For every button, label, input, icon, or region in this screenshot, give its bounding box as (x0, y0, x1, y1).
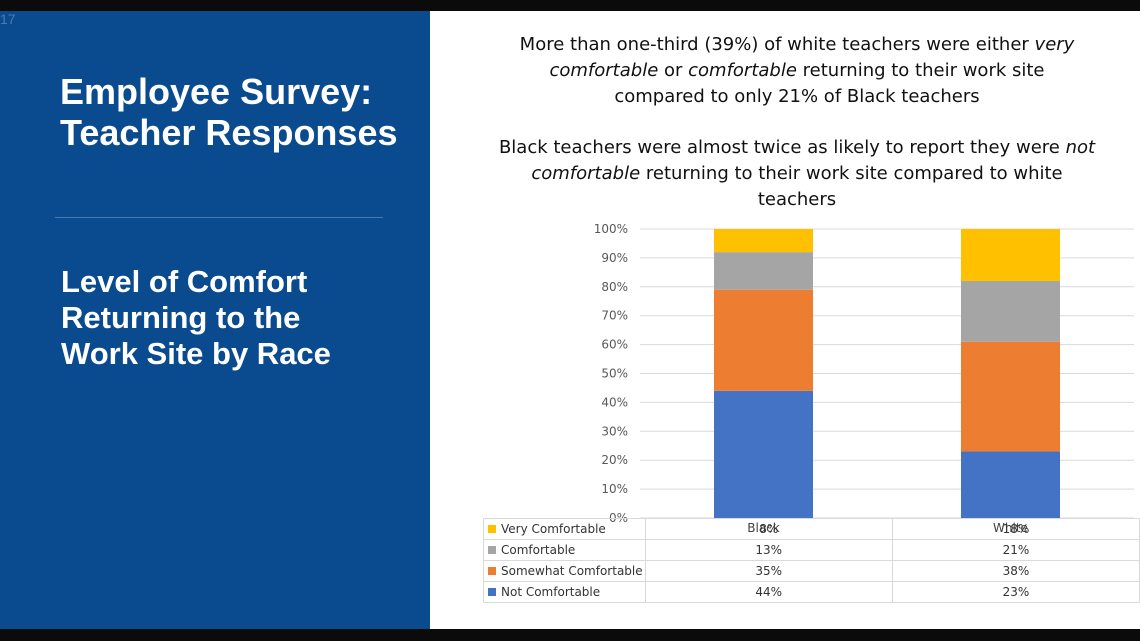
data-label-cell: 8% (644, 518, 893, 540)
data-label-cell: 38% (891, 560, 1140, 582)
finding-2-text-a: Black teachers were almost twice as like… (498, 137, 1066, 158)
slide-number: 17 (0, 11, 16, 27)
table-row: Not Comfortable 44% 23% (483, 581, 1140, 603)
series-name: Very Comfortable (501, 522, 606, 536)
bar-segment (961, 229, 1060, 282)
bar-segment (961, 451, 1060, 518)
finding-2-text-c: returning to their work site compared to… (640, 163, 1063, 210)
bar-segment (714, 390, 813, 518)
finding-2-text-b: not comfortable (531, 137, 1096, 184)
y-tick-label: 40% (601, 395, 628, 409)
chart-data-table: Very Comfortable 8% 18% Comfortable 13% 21% So… (483, 518, 1140, 603)
finding-1-text-e: returning to their work site compared to… (614, 60, 1045, 107)
table-row: Comfortable 13% 21% (483, 539, 1140, 561)
series-label-cell: Comfortable (483, 539, 646, 561)
finding-1-text-d: comfortable (688, 60, 797, 81)
table-row: Somewhat Comfortable 35% 38% (483, 560, 1140, 582)
series-name: Comfortable (501, 543, 576, 557)
series-name: Not Comfortable (501, 585, 601, 599)
bar-segment (714, 252, 813, 290)
finding-paragraph-1: More than one-third (39%) of white teach… (512, 32, 1082, 110)
data-label-cell: 13% (644, 539, 893, 561)
data-label-cell: 44% (644, 581, 893, 603)
y-tick-label: 100% (594, 222, 628, 236)
y-tick-label: 20% (601, 453, 628, 467)
finding-paragraph-2: Black teachers were almost twice as like… (492, 135, 1102, 213)
slide-subtitle-line-2: Returning to the (61, 300, 301, 335)
slide-title-line-2: Teacher Responses (60, 112, 398, 153)
slide-title: Employee Survey: Teacher Responses (60, 71, 397, 153)
table-row: Very Comfortable 8% 18% (483, 518, 1140, 540)
slide-title-line-1: Employee Survey: (60, 71, 373, 112)
slide-subtitle: Level of Comfort Returning to the Work S… (61, 264, 331, 372)
y-tick-label: 10% (601, 482, 628, 496)
finding-1-text-b: very comfortable (549, 34, 1075, 81)
y-tick-label: 50% (601, 367, 628, 381)
legend-swatch (488, 546, 496, 554)
y-tick-label: 90% (601, 251, 628, 265)
bar-segment (714, 229, 813, 253)
legend-swatch (488, 525, 496, 533)
y-tick-label: 30% (601, 424, 628, 438)
series-name: Somewhat Comfortable (501, 564, 643, 578)
series-label-cell: Very Comfortable (483, 518, 646, 540)
title-divider (55, 217, 383, 218)
left-title-panel: 17 Employee Survey: Teacher Responses Le… (0, 11, 430, 629)
series-label-cell: Not Comfortable (483, 581, 646, 603)
top-letterbox-bar (0, 0, 1140, 11)
legend-swatch (488, 567, 496, 575)
finding-1-text-a: More than one-third (39%) of white teach… (519, 34, 1035, 55)
finding-1-text-c: or (658, 60, 689, 81)
bar-segment (961, 341, 1060, 452)
slide-subtitle-line-3: Work Site by Race (61, 336, 331, 371)
y-tick-label: 60% (601, 338, 628, 352)
data-label-cell: 18% (891, 518, 1140, 540)
data-label-cell: 35% (644, 560, 893, 582)
bar-segment (714, 289, 813, 391)
data-label-cell: 23% (891, 581, 1140, 603)
series-label-cell: Somewhat Comfortable (483, 560, 646, 582)
y-tick-label: 70% (601, 309, 628, 323)
bar-segment (961, 281, 1060, 342)
bottom-letterbox-bar (0, 629, 1140, 641)
legend-swatch (488, 588, 496, 596)
y-tick-label: 80% (601, 280, 628, 294)
data-label-cell: 21% (891, 539, 1140, 561)
slide-subtitle-line-1: Level of Comfort (61, 264, 308, 299)
